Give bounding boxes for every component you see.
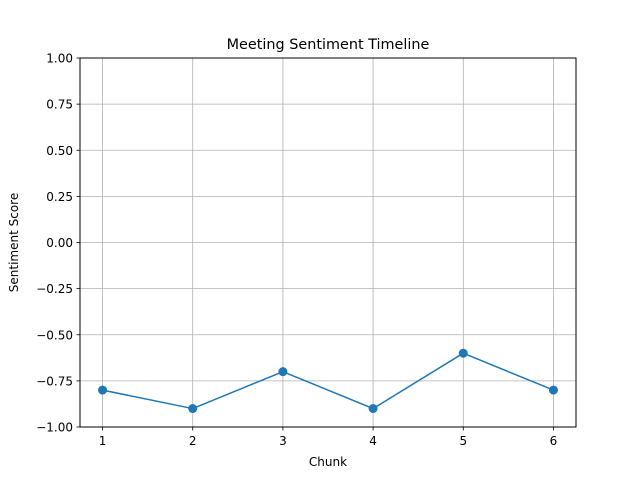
x-axis-title: Chunk xyxy=(309,455,347,469)
series-line xyxy=(102,352,554,410)
x-tick-label: 5 xyxy=(459,434,467,448)
data-point xyxy=(188,404,198,414)
data-point xyxy=(458,348,468,358)
y-tick-label: 0.25 xyxy=(46,190,73,204)
y-tick-label: 0.75 xyxy=(46,98,73,112)
x-tick-label: 2 xyxy=(189,434,197,448)
x-tick-label: 1 xyxy=(99,434,107,448)
y-tick-label: −0.75 xyxy=(36,374,73,388)
y-tick-label: 1.00 xyxy=(46,52,73,66)
y-tick-label: −0.25 xyxy=(36,282,73,296)
data-point xyxy=(278,367,288,377)
data-point xyxy=(98,385,108,395)
y-axis-title: Sentiment Score xyxy=(7,193,21,292)
x-tick-label: 4 xyxy=(369,434,377,448)
y-tick-label: −0.50 xyxy=(36,328,73,342)
data-point xyxy=(368,404,378,414)
y-tick-label: −1.00 xyxy=(36,421,73,435)
chart-title: Meeting Sentiment Timeline xyxy=(227,37,430,53)
axis-ticks: 1 2 3 4 5 6 1.00 0.75 0.50 0.25 0.00 −0.25 −0.50 −0.7… xyxy=(36,52,557,449)
series-layer xyxy=(98,348,558,414)
y-tick-label: 0.50 xyxy=(46,144,73,158)
x-tick-label: 6 xyxy=(550,434,558,448)
x-tick-label: 3 xyxy=(279,434,287,448)
y-tick-label: 0.00 xyxy=(46,236,73,250)
data-point xyxy=(548,385,558,395)
grid-lines xyxy=(80,57,576,428)
